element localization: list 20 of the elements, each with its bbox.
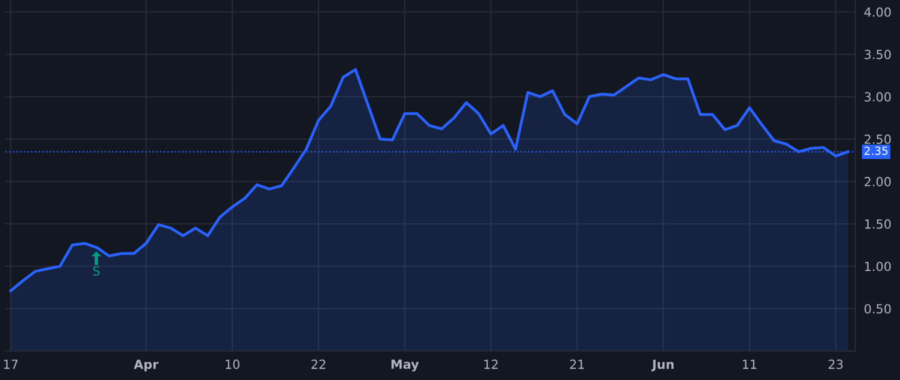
annotation: S (93, 266, 100, 276)
x-tick-label: May (392, 360, 419, 372)
x-tick-label: Apr (134, 360, 158, 372)
y-tick-label: 3.50 (864, 50, 891, 60)
x-tick-label: 11 (742, 360, 756, 369)
x-tick-label: 17 (4, 360, 18, 369)
x-tick-label: 22 (311, 360, 326, 369)
x-tick-label: 23 (828, 360, 843, 370)
y-tick-label: 4.00 (864, 7, 891, 17)
y-tick-label: 3.00 (864, 92, 891, 102)
x-tick-label: 10 (226, 360, 240, 370)
y-tick-label: 2.00 (864, 176, 891, 186)
ref-line-label: 2.35 (864, 146, 888, 155)
y-tick-label: 0.50 (864, 304, 891, 314)
x-tick-label: Jun (651, 360, 674, 372)
x-tick-label: 12 (484, 360, 498, 369)
y-tick-label: 1.00 (865, 262, 891, 272)
y-tick-label: 1.50 (865, 219, 891, 229)
y-tick-label: 2.50 (864, 134, 891, 144)
x-tick-label: 21 (570, 360, 584, 369)
